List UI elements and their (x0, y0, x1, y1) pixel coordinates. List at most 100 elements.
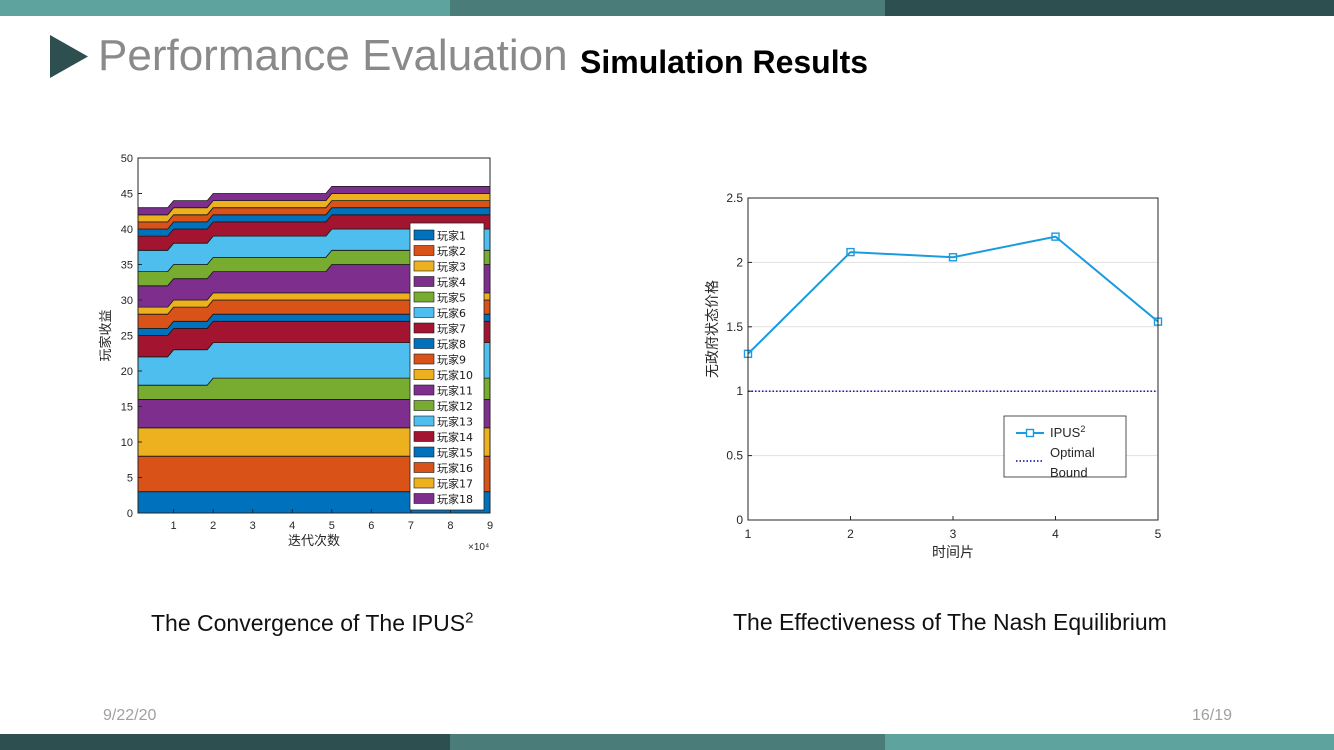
y-tick-label: 25 (121, 331, 133, 343)
x-tick-label: 7 (408, 520, 414, 532)
x-axis-multiplier: ×10⁴ (468, 542, 489, 553)
x-tick-label: 8 (447, 520, 453, 532)
series-ipus-line (747, 235, 1159, 355)
legend-swatch-4 (413, 276, 435, 287)
y-tick-label: 35 (121, 260, 133, 272)
legend-label-3: 玩家3 (437, 260, 466, 274)
caption-convergence-text: The Convergence of The IPUS (151, 610, 466, 636)
x-tick-label: 1 (745, 527, 752, 541)
slide-title: Performance Evaluation (98, 31, 568, 80)
slide-subtitle: Simulation Results (580, 44, 869, 80)
legend-label-8: 玩家8 (437, 337, 466, 351)
series-ipus-marker (846, 247, 855, 257)
legend-label-11: 玩家11 (437, 384, 473, 398)
legend-swatch-12 (413, 400, 435, 411)
legend-label-12: 玩家12 (437, 399, 473, 413)
bottom-bar-dark (0, 734, 450, 750)
legend-swatch-13 (413, 415, 435, 427)
top-bar-dark (885, 0, 1334, 16)
y-tick-label: 45 (121, 189, 133, 201)
y-tick-label: 15 (121, 402, 133, 414)
bottom-bar-mid (450, 734, 885, 750)
legend-label-4: 玩家4 (437, 275, 466, 289)
y-tick-label: 50 (121, 153, 133, 165)
y-tick-label: 30 (121, 295, 133, 307)
legend-ipus-name: IPUS (1050, 425, 1081, 440)
bottom-bar-light (885, 734, 1334, 750)
legend-swatch-5 (413, 291, 435, 303)
y-tick-label: 2 (736, 255, 743, 269)
y-tick-label: 2.5 (726, 191, 743, 205)
x-tick-label: 3 (950, 527, 957, 541)
x-tick-label: 1 (171, 520, 177, 532)
legend-swatch-10 (413, 369, 435, 380)
legend-ipus-label: IPUS2 (1050, 424, 1085, 440)
x-tick-label: 6 (368, 520, 374, 532)
y-tick-label: 20 (121, 366, 133, 378)
y-tick-label: 1.5 (726, 320, 743, 334)
title-arrow-icon (50, 35, 88, 78)
y-tick-label: 0.5 (726, 449, 743, 463)
caption-nash: The Effectiveness of The Nash Equilibriu… (733, 609, 1167, 635)
legend-swatch-3 (413, 260, 435, 272)
x-tick-label: 2 (210, 520, 216, 532)
x-tick-label: 4 (289, 520, 295, 532)
legend-label-14: 玩家14 (437, 430, 473, 444)
legend-label-9: 玩家9 (437, 353, 466, 367)
y-axis-label: 玩家收益 (98, 309, 114, 361)
x-tick-label: 2 (847, 527, 854, 541)
legend-ipus-sup: 2 (1080, 424, 1085, 434)
legend-swatch-14 (413, 431, 435, 442)
caption-convergence-sup: 2 (465, 609, 474, 627)
legend-swatch-7 (413, 322, 435, 334)
legend-label-5: 玩家5 (437, 291, 466, 305)
legend-swatch-2 (413, 245, 435, 256)
legend-label-7: 玩家7 (437, 322, 466, 336)
y-axis-label: 无政府状态价格 (705, 280, 721, 378)
x-axis-label: 时间片 (932, 545, 974, 561)
y-tick-label: 0 (127, 508, 133, 520)
legend-label-16: 玩家16 (437, 461, 473, 475)
x-tick-label: 5 (1155, 527, 1162, 541)
series-ipus-marker (1051, 232, 1060, 241)
legend-label-13: 玩家13 (437, 415, 473, 429)
y-tick-label: 1 (736, 384, 743, 398)
legend-label-18: 玩家18 (437, 492, 473, 506)
legend-label-17: 玩家17 (437, 477, 473, 491)
legend-swatch-9 (413, 353, 435, 365)
legend-label-10: 玩家10 (437, 368, 473, 382)
legend-swatch-6 (413, 307, 435, 318)
x-tick-label: 3 (250, 520, 256, 532)
legend-swatch-15 (413, 446, 435, 458)
y-tick-label: 5 (127, 473, 133, 485)
legend-swatch-11 (413, 384, 435, 396)
legend-label-6: 玩家6 (437, 306, 466, 320)
legend-optimal-label-line1: Optimal (1050, 445, 1095, 460)
top-bar-light (0, 0, 450, 16)
legend-ipus-marker (1025, 428, 1035, 438)
legend-swatch-8 (413, 338, 435, 349)
legend-label-15: 玩家15 (437, 446, 473, 460)
series-ipus-marker (948, 253, 958, 262)
footer-page-number: 16/19 (1192, 707, 1233, 724)
footer-date: 9/22/20 (103, 707, 157, 724)
x-axis-label: 迭代次数 (288, 533, 340, 549)
legend-box (1003, 415, 1127, 478)
y-tick-label: 10 (121, 437, 133, 449)
plot-frame (747, 197, 1159, 521)
legend-swatch-17 (413, 477, 435, 489)
y-tick-label: 0 (736, 513, 743, 527)
top-bar-mid (450, 0, 885, 16)
nash-equilibrium-chart: 00.511.522.51 2 3 4 5时间片无政府状态价格IPUS2OptimalB… (705, 191, 1163, 561)
x-tick-label: 9 (487, 520, 493, 532)
y-tick-label: 40 (121, 224, 133, 236)
legend-optimal-label-line2: Bound (1050, 465, 1088, 480)
caption-convergence: The Convergence of The IPUS2 (151, 610, 473, 637)
legend-swatch-18 (413, 493, 435, 504)
legend-label-1: 玩家1 (437, 229, 466, 243)
x-tick-label: 4 (1052, 527, 1059, 541)
legend-swatch-16 (413, 462, 435, 473)
x-tick-label: 5 (329, 520, 335, 532)
legend-label-2: 玩家2 (437, 244, 466, 258)
